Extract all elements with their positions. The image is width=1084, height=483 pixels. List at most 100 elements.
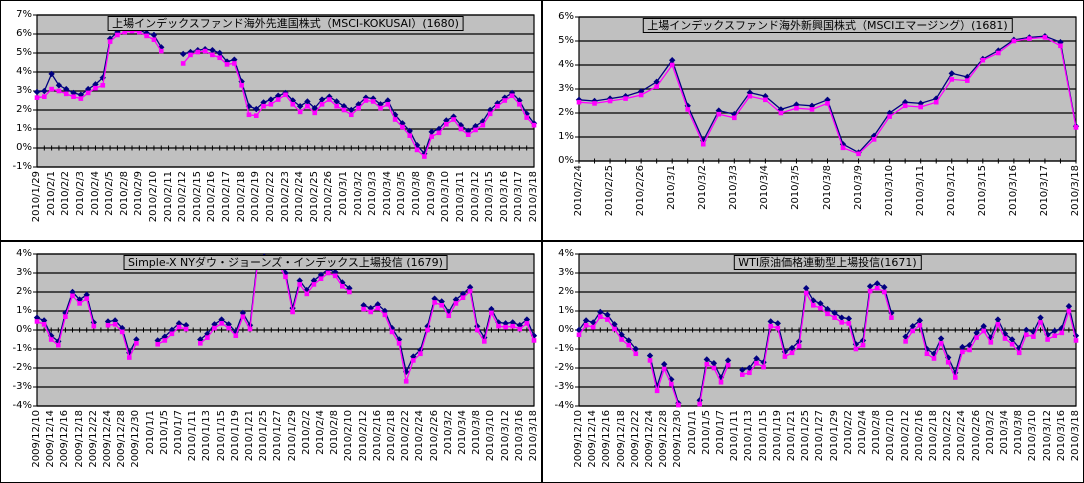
data-point-square — [396, 341, 402, 346]
data-point-square — [180, 61, 186, 66]
data-point-square — [151, 37, 157, 42]
data-point-square — [205, 335, 210, 340]
data-point-square — [458, 126, 464, 132]
data-point-square — [473, 127, 478, 133]
data-point-square — [809, 107, 815, 112]
x-axis-date-label: 2010/3/5 — [396, 171, 408, 216]
data-point-square — [995, 322, 1001, 327]
x-axis-date-label: 2010/3/8 — [821, 165, 833, 210]
y-axis-tick-label: 1% — [558, 131, 574, 142]
y-axis-tick-label: 4% — [16, 66, 32, 77]
data-point-square — [598, 314, 603, 319]
data-point-square — [860, 342, 866, 348]
data-point-diamond — [33, 314, 41, 321]
x-axis-date-label: 2010/3/10 — [485, 410, 497, 462]
data-point-square — [818, 305, 823, 311]
x-axis-date-label: 2010/3/16 — [498, 171, 510, 223]
data-point-square — [268, 102, 274, 107]
data-point-square — [451, 117, 456, 122]
data-point-diamond — [933, 95, 940, 102]
data-point-square — [1011, 38, 1017, 44]
x-axis-date-label: 2010/1/21 — [786, 410, 797, 462]
data-point-diamond — [211, 321, 218, 328]
y-axis-tick-label: -3% — [554, 381, 574, 392]
data-point-square — [768, 323, 773, 329]
data-point-diamond — [158, 44, 165, 51]
data-point-square — [517, 102, 522, 107]
x-axis-date-label: 2010/3/16 — [513, 410, 525, 462]
data-point-diamond — [817, 300, 824, 307]
data-point-square — [576, 99, 582, 105]
data-point-square — [407, 133, 413, 138]
x-axis-date-label: 2010/2/2 — [842, 410, 854, 455]
x-axis-date-label: 2010/2/12 — [177, 171, 189, 223]
data-point-diamond — [406, 127, 413, 135]
x-axis-date-label: 2010/3/17 — [513, 171, 525, 223]
y-axis-tick-label: 3% — [16, 267, 32, 278]
data-point-square — [239, 83, 244, 88]
data-point-diamond — [187, 48, 194, 56]
plot-area — [575, 16, 1080, 164]
data-point-square — [327, 97, 332, 102]
data-point-square — [576, 332, 582, 338]
data-point-square — [261, 103, 266, 109]
data-point-square — [283, 92, 288, 98]
data-point-square — [1073, 338, 1079, 343]
data-point-square — [592, 101, 597, 106]
data-point-diamond — [916, 317, 923, 324]
data-point-square — [41, 322, 47, 327]
data-point-square — [747, 370, 752, 376]
x-axis-date-label: 2010/1/27 — [814, 410, 826, 462]
y-axis-tick-label: 7% — [16, 9, 32, 20]
data-point-diamond — [777, 106, 785, 113]
x-axis-date-label: 2010/1/29 — [286, 410, 298, 462]
y-axis-tick-label: 4% — [16, 248, 32, 259]
x-axis-date-label: 2010/2/16 — [913, 410, 925, 462]
data-point-square — [85, 90, 91, 96]
y-axis-tick-label: 5% — [558, 35, 574, 46]
data-point-diamond — [63, 85, 70, 93]
x-axis-date-label: 2010/2/1 — [45, 171, 57, 216]
y-axis-tick-label: 0% — [558, 324, 574, 335]
data-point-square — [332, 273, 338, 279]
x-axis-date-label: 2010/2/3 — [74, 171, 86, 216]
data-point-diamond — [831, 309, 838, 317]
x-axis-date-label: 2010/2/4 — [89, 171, 101, 216]
x-axis-date-label: 2010/1/25 — [800, 410, 812, 462]
data-point-square — [933, 99, 939, 105]
x-axis-date-label: 2009/12/18 — [615, 410, 627, 468]
data-point-square — [794, 105, 799, 111]
x-axis-date-label: 2010/2/23 — [279, 171, 291, 223]
x-axis-date-label: 2010/3/3 — [728, 165, 740, 210]
data-point-square — [789, 350, 795, 356]
data-point-square — [867, 288, 873, 294]
data-point-square — [78, 96, 84, 101]
x-axis-date-label: 2010/3/2 — [352, 171, 364, 216]
data-point-square — [1009, 341, 1015, 347]
data-point-square — [56, 342, 61, 348]
data-point-square — [198, 341, 203, 346]
x-axis-date-label: 2010/2/10 — [885, 410, 897, 462]
data-point-square — [340, 284, 345, 289]
data-point-square — [246, 112, 252, 118]
data-point-square — [811, 303, 816, 308]
y-axis-tick-label: 0% — [16, 324, 32, 335]
data-point-square — [325, 270, 331, 276]
x-axis-date-label: 2009/12/22 — [87, 410, 99, 468]
data-point-diamond — [684, 102, 691, 109]
data-point-diamond — [253, 105, 260, 113]
x-axis-date-label: 2009/12/30 — [672, 410, 684, 468]
x-axis-date-label: 2010/2/10 — [147, 171, 159, 223]
x-axis-date-label: 2010/3/2 — [442, 410, 454, 455]
x-axis-date-label: 2009/12/28 — [116, 410, 128, 468]
data-point-square — [155, 341, 160, 347]
data-point-diamond — [715, 107, 722, 114]
data-point-diamond — [622, 93, 629, 100]
data-point-square — [825, 311, 830, 317]
data-point-diamond — [1065, 303, 1073, 310]
data-point-square — [761, 364, 766, 370]
data-point-square — [370, 99, 376, 104]
chart-title: 上場インデックスファンド海外先進国株式（MSCI-KOKUSAI）(1680) — [107, 16, 464, 31]
data-point-square — [375, 305, 381, 311]
data-point-diamond — [1037, 314, 1044, 321]
